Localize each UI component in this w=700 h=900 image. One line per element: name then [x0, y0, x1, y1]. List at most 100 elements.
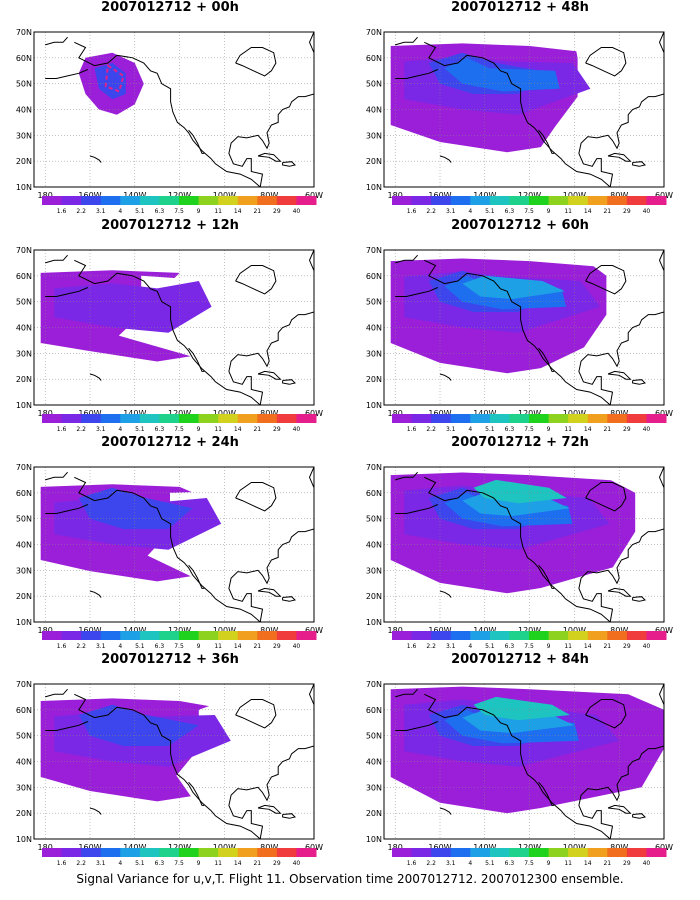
colorbar: 1.6 2.2 3.1 4 5.1 6.3 7.5 9 11 14 21 29 40: [42, 196, 317, 215]
colorbar-label: 14: [234, 643, 242, 650]
variance-contour: [473, 479, 567, 504]
colorbar-swatch: [529, 631, 550, 640]
map-panel: 2007012712 + 36h 70N 60N 50N 40N 30N 20N 10N 180…: [0, 652, 340, 874]
coastline: [658, 684, 664, 710]
colorbar-swatch: [626, 414, 647, 423]
colorbar-swatch: [179, 414, 200, 423]
lat-label: 60N: [366, 54, 382, 63]
colorbar-label: 6.3: [155, 643, 165, 650]
gridlines: [34, 32, 314, 187]
colorbar-label: 5.1: [485, 860, 495, 867]
colorbar-swatch: [100, 631, 121, 640]
coastline: [395, 688, 418, 698]
coastline: [538, 129, 555, 154]
colorbar-swatch: [81, 631, 102, 640]
lon-label: 180: [388, 843, 403, 852]
colorbar-label: 2.2: [426, 643, 436, 650]
lon-label: 140W: [123, 626, 146, 635]
coastline: [45, 36, 68, 46]
colorbar-label: 3.1: [446, 208, 456, 215]
colorbar-label: 6.3: [155, 208, 165, 215]
colorbar-swatch: [276, 631, 297, 640]
coastlines: [395, 467, 664, 622]
colorbar-label: 29: [623, 426, 631, 433]
colorbar-label: 11: [214, 208, 222, 215]
lat-label: 20N: [366, 375, 382, 384]
colorbar-swatch: [42, 631, 63, 640]
colorbar-label: 9: [197, 208, 201, 215]
gridlines: [34, 467, 314, 622]
colorbar: 1.6 2.2 3.1 4 5.1 6.3 7.5 9 11 14 21 29 40: [42, 631, 317, 650]
map-panel: 2007012712 + 60h 70N 60N 50N 40N 30N 20N 10N 180…: [350, 218, 690, 440]
colorbar-swatch: [257, 848, 278, 857]
lon-label: 60W: [655, 409, 673, 418]
lat-label: 40N: [366, 106, 382, 115]
map-frame: [33, 31, 315, 188]
colorbar-label: 9: [547, 426, 551, 433]
colorbar-swatch: [42, 196, 63, 205]
coastlines: [395, 32, 664, 187]
colorbar-label: 7.5: [174, 643, 184, 650]
map-svg: 70N 60N 50N 40N 30N 20N 10N 180 160W 140W 120W 100W…: [366, 246, 673, 433]
lat-label: 50N: [366, 515, 382, 524]
colorbar-label: 21: [603, 643, 611, 650]
map-svg: 70N 60N 50N 40N 30N 20N 10N 180 160W 140W 120W 100W…: [16, 680, 323, 867]
colorbar-swatch: [470, 414, 491, 423]
colorbar-swatch: [120, 848, 141, 857]
colorbar-swatch: [607, 196, 628, 205]
lon-label: 120W: [168, 409, 191, 418]
colorbar-swatch: [139, 196, 160, 205]
colorbar-label: 21: [603, 208, 611, 215]
colorbar-label: 4: [118, 860, 122, 867]
colorbar-swatch: [392, 631, 413, 640]
colorbar-label: 9: [197, 426, 201, 433]
lon-label: 80W: [260, 191, 278, 200]
colorbar-swatch: [450, 414, 471, 423]
lon-label: 140W: [473, 191, 496, 200]
gridlines: [34, 684, 314, 839]
colorbar-label: 2.2: [76, 426, 86, 433]
lat-label: 40N: [16, 106, 32, 115]
map-panel: 2007012712 + 12h 70N 60N 50N 40N 30N 20N 10N 180…: [0, 218, 340, 440]
colorbar-label: 5.1: [135, 860, 145, 867]
coastline: [235, 699, 277, 729]
colorbar-label: 1.6: [57, 426, 67, 433]
lon-label: 140W: [473, 409, 496, 418]
lat-label: 70N: [366, 246, 382, 255]
colorbar-swatch: [568, 414, 589, 423]
colorbar-swatch: [257, 631, 278, 640]
lat-label: 50N: [366, 732, 382, 741]
colorbar-label: 7.5: [524, 208, 534, 215]
coastlines: [45, 467, 314, 622]
panel-title: 2007012712 + 72h: [451, 435, 589, 450]
lon-label: 180: [388, 191, 403, 200]
coastline: [45, 504, 88, 514]
colorbar-label: 3.1: [446, 643, 456, 650]
lat-label: 20N: [366, 809, 382, 818]
colorbar-swatch: [276, 414, 297, 423]
colorbar-label: 29: [623, 643, 631, 650]
lon-label: 160W: [78, 191, 101, 200]
colorbar-swatch: [626, 631, 647, 640]
colorbar-swatch: [509, 848, 530, 857]
coastline: [308, 467, 314, 493]
coastline: [578, 93, 664, 187]
coastline: [282, 596, 297, 602]
colorbar-label: 14: [584, 860, 592, 867]
colorbar-swatch: [489, 414, 510, 423]
colorbar: 1.6 2.2 3.1 4 5.1 6.3 7.5 9 11 14 21 29 40: [392, 196, 667, 215]
colorbar-swatch: [431, 414, 452, 423]
colorbar-swatch: [296, 196, 317, 205]
lon-label: 60W: [655, 626, 673, 635]
lat-label: 30N: [366, 131, 382, 140]
coastline: [308, 250, 314, 276]
colorbar-swatch: [218, 848, 239, 857]
coastline: [74, 693, 261, 839]
colorbar-swatch: [61, 848, 82, 857]
colorbar-label: 11: [564, 860, 572, 867]
colorbar-swatch: [237, 631, 258, 640]
colorbar-swatch: [100, 848, 121, 857]
colorbar-swatch: [42, 414, 63, 423]
colorbar-label: 5.1: [485, 426, 495, 433]
colorbar-label: 9: [197, 860, 201, 867]
